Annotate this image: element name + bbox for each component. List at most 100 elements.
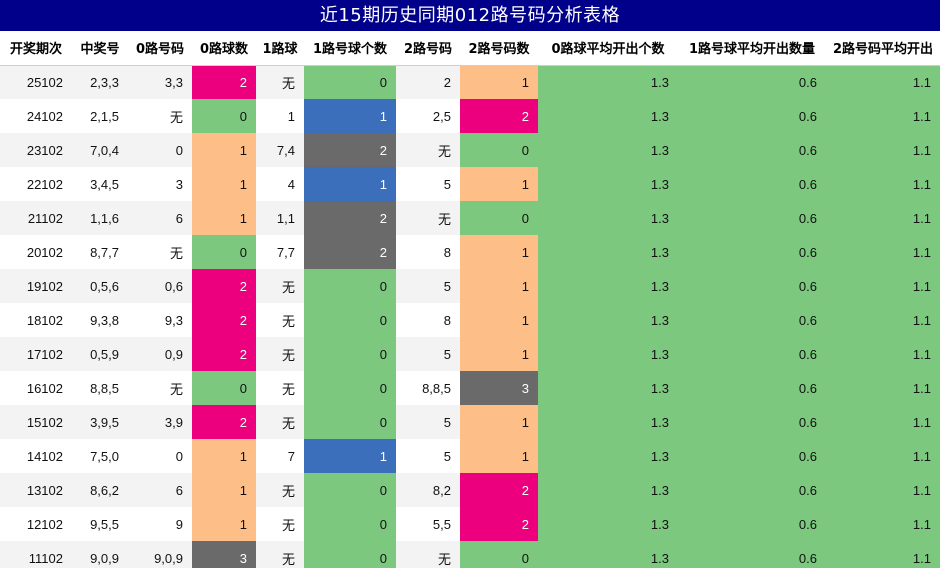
road2-count-cell: 0 [460,201,538,235]
road0-average-cell: 1.3 [538,507,678,541]
col-road0-average-header: 0路球平均开出个数 [538,31,678,66]
road0-numbers-cell: 无 [128,371,192,405]
road2-count-cell: 0 [460,541,538,568]
road2-count-cell: 0 [460,133,538,167]
road1-count-cell: 0 [304,473,396,507]
road2-average-cell: 1.1 [826,371,940,405]
road1-average-cell: 0.6 [678,269,826,303]
road0-count-cell: 0 [192,99,256,133]
table-row: 13102 8,6,2 6 1 无 0 8,2 2 1.3 0.6 1.1 [0,473,940,507]
road1-count-cell: 2 [304,235,396,269]
road1-balls-cell: 无 [256,473,304,507]
road2-count-cell: 1 [460,235,538,269]
road2-count-cell: 2 [460,473,538,507]
road0-numbers-cell: 9,0,9 [128,541,192,568]
winning-number-cell: 8,7,7 [72,235,128,269]
table-row: 21102 1,1,6 6 1 1,1 2 无 0 1.3 0.6 1.1 [0,201,940,235]
winning-number-cell: 1,1,6 [72,201,128,235]
table-row: 16102 8,8,5 无 0 无 0 8,8,5 3 1.3 0.6 1.1 [0,371,940,405]
road2-count-cell: 1 [460,65,538,99]
road1-average-cell: 0.6 [678,99,826,133]
draw-period-cell: 18102 [0,303,72,337]
table-row: 25102 2,3,3 3,3 2 无 0 2 1 1.3 0.6 1.1 [0,65,940,99]
road0-average-cell: 1.3 [538,439,678,473]
road1-count-cell: 0 [304,337,396,371]
road2-average-cell: 1.1 [826,439,940,473]
road2-average-cell: 1.1 [826,473,940,507]
road0-average-cell: 1.3 [538,269,678,303]
road1-count-cell: 0 [304,65,396,99]
winning-number-cell: 7,5,0 [72,439,128,473]
road0-count-cell: 2 [192,405,256,439]
road1-average-cell: 0.6 [678,337,826,371]
road0-average-cell: 1.3 [538,133,678,167]
winning-number-cell: 7,0,4 [72,133,128,167]
road2-average-cell: 1.1 [826,541,940,568]
road2-count-cell: 1 [460,337,538,371]
draw-period-cell: 22102 [0,167,72,201]
road0-numbers-cell: 0,6 [128,269,192,303]
road0-numbers-cell: 3,3 [128,65,192,99]
draw-period-cell: 24102 [0,99,72,133]
road0-average-cell: 1.3 [538,167,678,201]
road1-balls-cell: 1 [256,99,304,133]
draw-period-cell: 16102 [0,371,72,405]
road1-average-cell: 0.6 [678,167,826,201]
road0-average-cell: 1.3 [538,541,678,568]
road0-numbers-cell: 6 [128,473,192,507]
road0-numbers-cell: 无 [128,235,192,269]
table-row: 12102 9,5,5 9 1 无 0 5,5 2 1.3 0.6 1.1 [0,507,940,541]
winning-number-cell: 3,4,5 [72,167,128,201]
winning-number-cell: 0,5,6 [72,269,128,303]
road0-count-cell: 3 [192,541,256,568]
col-draw-period-header: 开奖期次 [0,31,72,66]
winning-number-cell: 2,1,5 [72,99,128,133]
road2-average-cell: 1.1 [826,303,940,337]
table-row: 17102 0,5,9 0,9 2 无 0 5 1 1.3 0.6 1.1 [0,337,940,371]
road1-average-cell: 0.6 [678,65,826,99]
winning-number-cell: 9,0,9 [72,541,128,568]
road2-average-cell: 1.1 [826,405,940,439]
road0-count-cell: 1 [192,167,256,201]
winning-number-cell: 0,5,9 [72,337,128,371]
road2-numbers-cell: 无 [396,541,460,568]
road0-count-cell: 1 [192,507,256,541]
table-row: 19102 0,5,6 0,6 2 无 0 5 1 1.3 0.6 1.1 [0,269,940,303]
road0-numbers-cell: 0 [128,439,192,473]
road0-average-cell: 1.3 [538,371,678,405]
road2-average-cell: 1.1 [826,269,940,303]
road0-average-cell: 1.3 [538,235,678,269]
road0-average-cell: 1.3 [538,65,678,99]
road2-numbers-cell: 2 [396,65,460,99]
col-road1-average-header: 1路号球平均开出数量 [678,31,826,66]
road2-numbers-cell: 5 [396,439,460,473]
road2-count-cell: 3 [460,371,538,405]
road0-numbers-cell: 3,9 [128,405,192,439]
road0-numbers-cell: 9,3 [128,303,192,337]
road1-count-cell: 2 [304,133,396,167]
winning-number-cell: 2,3,3 [72,65,128,99]
road0-count-cell: 1 [192,201,256,235]
draw-period-cell: 20102 [0,235,72,269]
draw-period-cell: 15102 [0,405,72,439]
road2-numbers-cell: 5,5 [396,507,460,541]
road1-count-cell: 1 [304,439,396,473]
road1-average-cell: 0.6 [678,235,826,269]
road0-count-cell: 1 [192,439,256,473]
road1-balls-cell: 无 [256,337,304,371]
road0-numbers-cell: 3 [128,167,192,201]
road2-numbers-cell: 2,5 [396,99,460,133]
col-road2-count-header: 2路号码数 [460,31,538,66]
col-road0-count-header: 0路球数 [192,31,256,66]
draw-period-cell: 25102 [0,65,72,99]
road1-balls-cell: 7,7 [256,235,304,269]
road0-average-cell: 1.3 [538,473,678,507]
col-road2-average-header: 2路号码平均开出 [826,31,940,66]
col-road2-numbers-header: 2路号码 [396,31,460,66]
road1-balls-cell: 无 [256,541,304,568]
road0-count-cell: 2 [192,269,256,303]
road2-numbers-cell: 8 [396,235,460,269]
road1-count-cell: 2 [304,201,396,235]
road2-count-cell: 1 [460,167,538,201]
road1-balls-cell: 无 [256,269,304,303]
